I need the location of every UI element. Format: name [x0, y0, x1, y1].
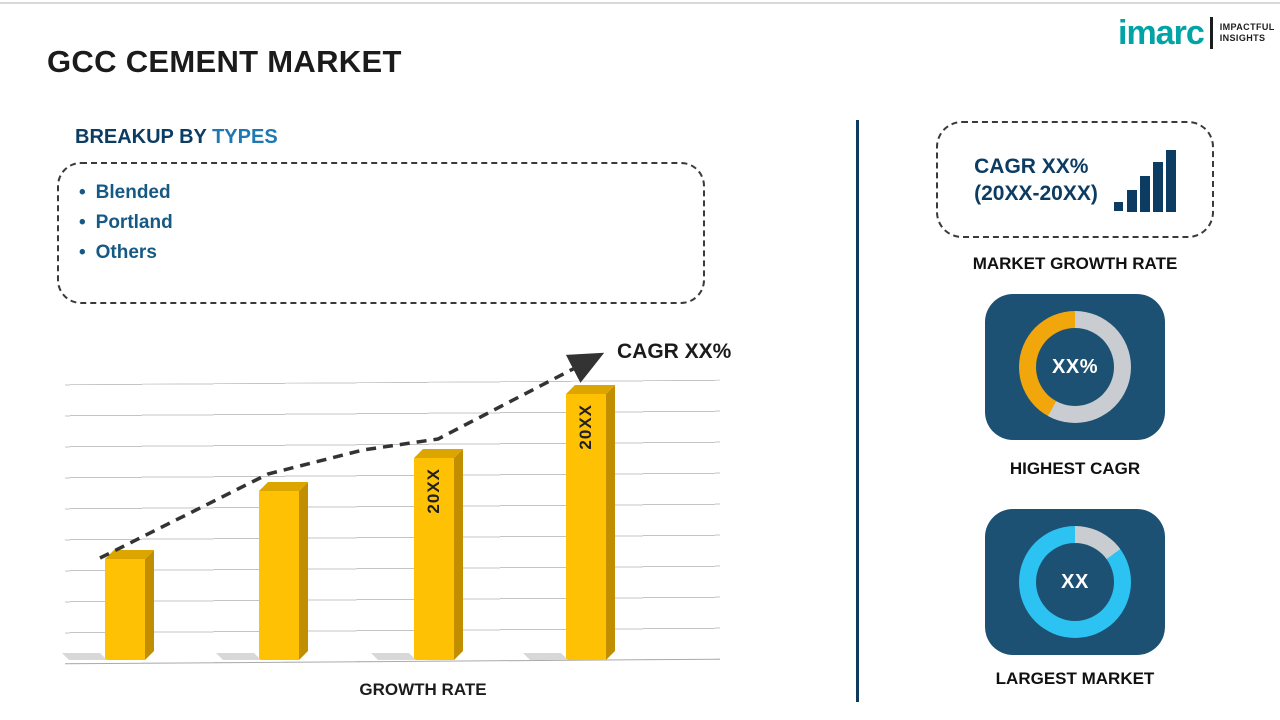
- largest-market-card: XX: [985, 509, 1165, 655]
- bar-4: 20XX: [523, 385, 615, 660]
- bar-3-shadow: [371, 653, 416, 660]
- cagr-box-line1: CAGR XX%: [974, 154, 1089, 178]
- breakup-heading: BREAKUP BY TYPES: [75, 126, 278, 149]
- cagr-box-line2: (20XX-20XX): [974, 181, 1098, 205]
- bar-4-shadow: [523, 653, 568, 660]
- top-border-line: [0, 2, 1280, 4]
- type-item-blended: Blended: [79, 178, 703, 208]
- logo-tagline: IMPACTFUL INSIGHTS: [1220, 22, 1275, 44]
- highest-cagr-donut: XX%: [1019, 311, 1131, 423]
- bar-2: [216, 482, 308, 660]
- type-item-portland: Portland: [79, 208, 703, 238]
- type-item-others: Others: [79, 238, 703, 268]
- imarc-logo-text: imarc: [1118, 14, 1205, 52]
- page-title: GCC CEMENT MARKET: [47, 44, 402, 79]
- growth-rate-bar-chart: 20XX 20XX: [62, 379, 720, 665]
- bar-3: 20XX: [371, 449, 463, 660]
- highest-cagr-label: HIGHEST CAGR: [1009, 459, 1141, 478]
- logo-divider-bar: [1209, 17, 1213, 49]
- breakup-heading-highlight: TYPES: [212, 126, 278, 148]
- types-list: Blended Portland Others: [59, 178, 703, 268]
- bar-1-shadow: [62, 653, 107, 660]
- cagr-box-text: CAGR XX% (20XX-20XX): [974, 153, 1098, 207]
- bar-2-shadow: [216, 653, 261, 660]
- trend-arrow: [99, 352, 605, 560]
- highest-cagr-card: XX%: [985, 294, 1165, 440]
- types-box: Blended Portland Others: [57, 162, 705, 304]
- chart-cagr-label: CAGR XX%: [617, 340, 732, 363]
- largest-market-label: LARGEST MARKET: [995, 669, 1155, 688]
- market-growth-rate-label: MARKET GROWTH RATE: [972, 254, 1178, 273]
- breakup-heading-prefix: BREAKUP BY: [75, 126, 213, 148]
- imarc-logo: imarc IMPACTFUL INSIGHTS: [1118, 16, 1275, 50]
- section-divider: [856, 120, 859, 702]
- cagr-box: CAGR XX% (20XX-20XX): [936, 121, 1214, 238]
- largest-market-donut: XX: [1019, 526, 1131, 638]
- highest-cagr-value: XX%: [1036, 328, 1114, 406]
- bar-1: [62, 550, 154, 660]
- largest-market-value: XX: [1036, 543, 1114, 621]
- logo-tagline-line1: IMPACTFUL: [1219, 22, 1275, 32]
- x-axis-label: GROWTH RATE: [359, 680, 487, 699]
- growth-bars-icon: [1113, 149, 1176, 212]
- logo-tagline-line2: INSIGHTS: [1219, 33, 1266, 43]
